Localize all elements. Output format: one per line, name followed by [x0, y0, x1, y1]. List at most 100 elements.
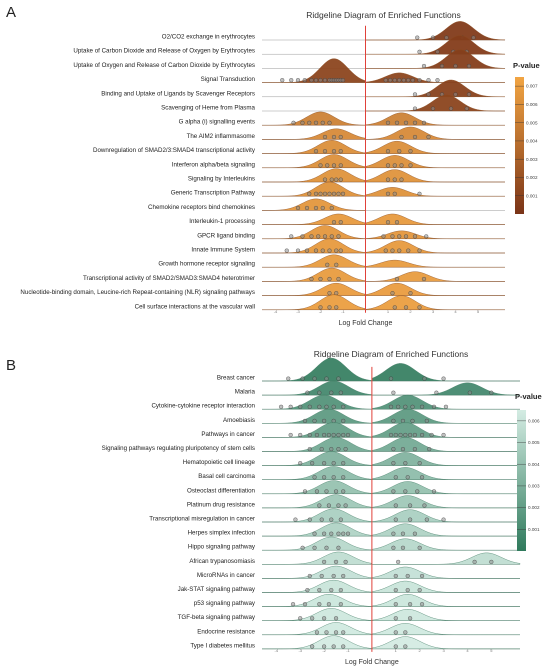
neg-density-ridge [262, 551, 372, 565]
data-point [343, 559, 348, 564]
data-point [300, 545, 305, 550]
row-label: Innate Immune System [191, 247, 255, 254]
data-point [295, 248, 301, 253]
data-point [302, 489, 308, 494]
x-tick-label: -4 [274, 309, 278, 314]
data-point [324, 376, 329, 381]
panel-label: B [6, 357, 16, 374]
data-point [313, 120, 319, 125]
data-point [426, 92, 431, 97]
data-point [295, 78, 301, 83]
ridge-row: Hippo signaling pathway [188, 536, 520, 551]
data-point [345, 432, 351, 438]
data-point [324, 489, 329, 494]
row-label: African trypanosomiasis [189, 558, 255, 565]
data-point [396, 559, 401, 564]
row-label: Malaria [235, 389, 256, 396]
data-point [289, 78, 294, 83]
data-point [415, 489, 420, 494]
row-label: Binding and Uptake of Ligands by Scaveng… [101, 90, 255, 97]
data-point [388, 404, 394, 409]
data-point [431, 404, 437, 409]
ridge-row: Binding and Uptake of Ligands by Scaveng… [101, 79, 506, 97]
row-label: TGF-beta signaling pathway [178, 614, 256, 621]
data-point [341, 432, 346, 438]
neg-density-ridge [262, 508, 372, 523]
data-point [326, 602, 331, 607]
data-point [331, 432, 336, 438]
data-point [295, 205, 301, 211]
pos-density-ridge [372, 382, 521, 396]
ridge-row: Malaria [235, 380, 521, 396]
row-label: Growth hormone receptor signaling [158, 261, 255, 268]
row-label: Generic Transcription Pathway [171, 190, 256, 197]
ridge-row: Amoebiasis [223, 409, 520, 424]
data-point [343, 503, 348, 508]
row-label: GPCR ligand binding [197, 232, 255, 239]
ridge-row: G alpha (i) signalling events [179, 111, 505, 126]
chart-panel-a: A Ridgeline Diagram of Enriched Functions… [6, 4, 540, 327]
row-label: MicroRNAs in cancer [197, 572, 255, 579]
row-label: G alpha (i) signalling events [179, 119, 255, 126]
neg-density-ridge [262, 394, 372, 410]
data-point [331, 418, 336, 423]
row-label: Signaling pathways regulating pluripoten… [102, 445, 255, 452]
data-point [324, 545, 329, 550]
data-point [345, 531, 351, 536]
data-point [412, 134, 418, 140]
data-point [391, 489, 396, 494]
data-point [331, 134, 337, 140]
data-point [410, 404, 415, 409]
x-tick-label: 2 [409, 309, 412, 314]
row-label: Type I diabetes mellitus [190, 642, 255, 649]
data-point [317, 390, 322, 395]
data-point [408, 503, 413, 508]
neg-density-ridge [262, 380, 372, 396]
row-label: Amoebiasis [223, 417, 255, 424]
data-point [412, 120, 418, 125]
data-point [324, 630, 329, 635]
data-point [406, 78, 411, 83]
data-point [319, 517, 324, 522]
ridge-row: Cytokine-cytokine receptor interaction [151, 394, 520, 410]
ridge-row: Basal cell carcinoma [198, 466, 520, 480]
data-point [443, 404, 449, 409]
data-point [403, 404, 408, 409]
ridge-row: Breast cancer [217, 357, 520, 382]
neg-density-ridge [262, 437, 372, 452]
data-point [336, 191, 341, 196]
data-point [298, 461, 303, 466]
data-point [300, 376, 305, 381]
row-label: O2/CO2 exchange in erythrocytes [162, 34, 255, 41]
data-point [334, 305, 339, 310]
data-point [326, 503, 331, 508]
colorbar-tick-label: 0.004 [526, 139, 538, 144]
neg-density-ridge [262, 282, 366, 296]
ridge-row: Platinum drug resistance [187, 494, 520, 508]
data-point [280, 78, 285, 83]
data-point [331, 404, 336, 409]
data-point [401, 78, 406, 83]
data-point [318, 276, 323, 282]
data-point [391, 545, 396, 550]
data-point [435, 49, 440, 54]
data-point [383, 248, 388, 253]
row-label: Cell surface interactions at the vascula… [135, 303, 255, 310]
pos-density-ridge [372, 394, 520, 410]
data-point [322, 134, 328, 140]
data-point [393, 503, 398, 508]
data-point [288, 432, 293, 438]
pos-density-ridge [365, 21, 506, 41]
pos-density-ridge [365, 295, 505, 310]
data-point [422, 376, 427, 381]
row-label: Scavenging of Heme from Plasma [161, 105, 255, 112]
data-point [397, 234, 402, 239]
data-point [333, 559, 339, 564]
data-point [429, 432, 434, 438]
pos-density-ridge [372, 623, 520, 635]
x-tick-label: -3 [298, 648, 302, 653]
data-point [309, 78, 314, 83]
ridge-row: Nucleotide-binding domain, Leucine-rich … [20, 282, 505, 296]
data-point [412, 106, 418, 111]
data-point [327, 191, 332, 196]
